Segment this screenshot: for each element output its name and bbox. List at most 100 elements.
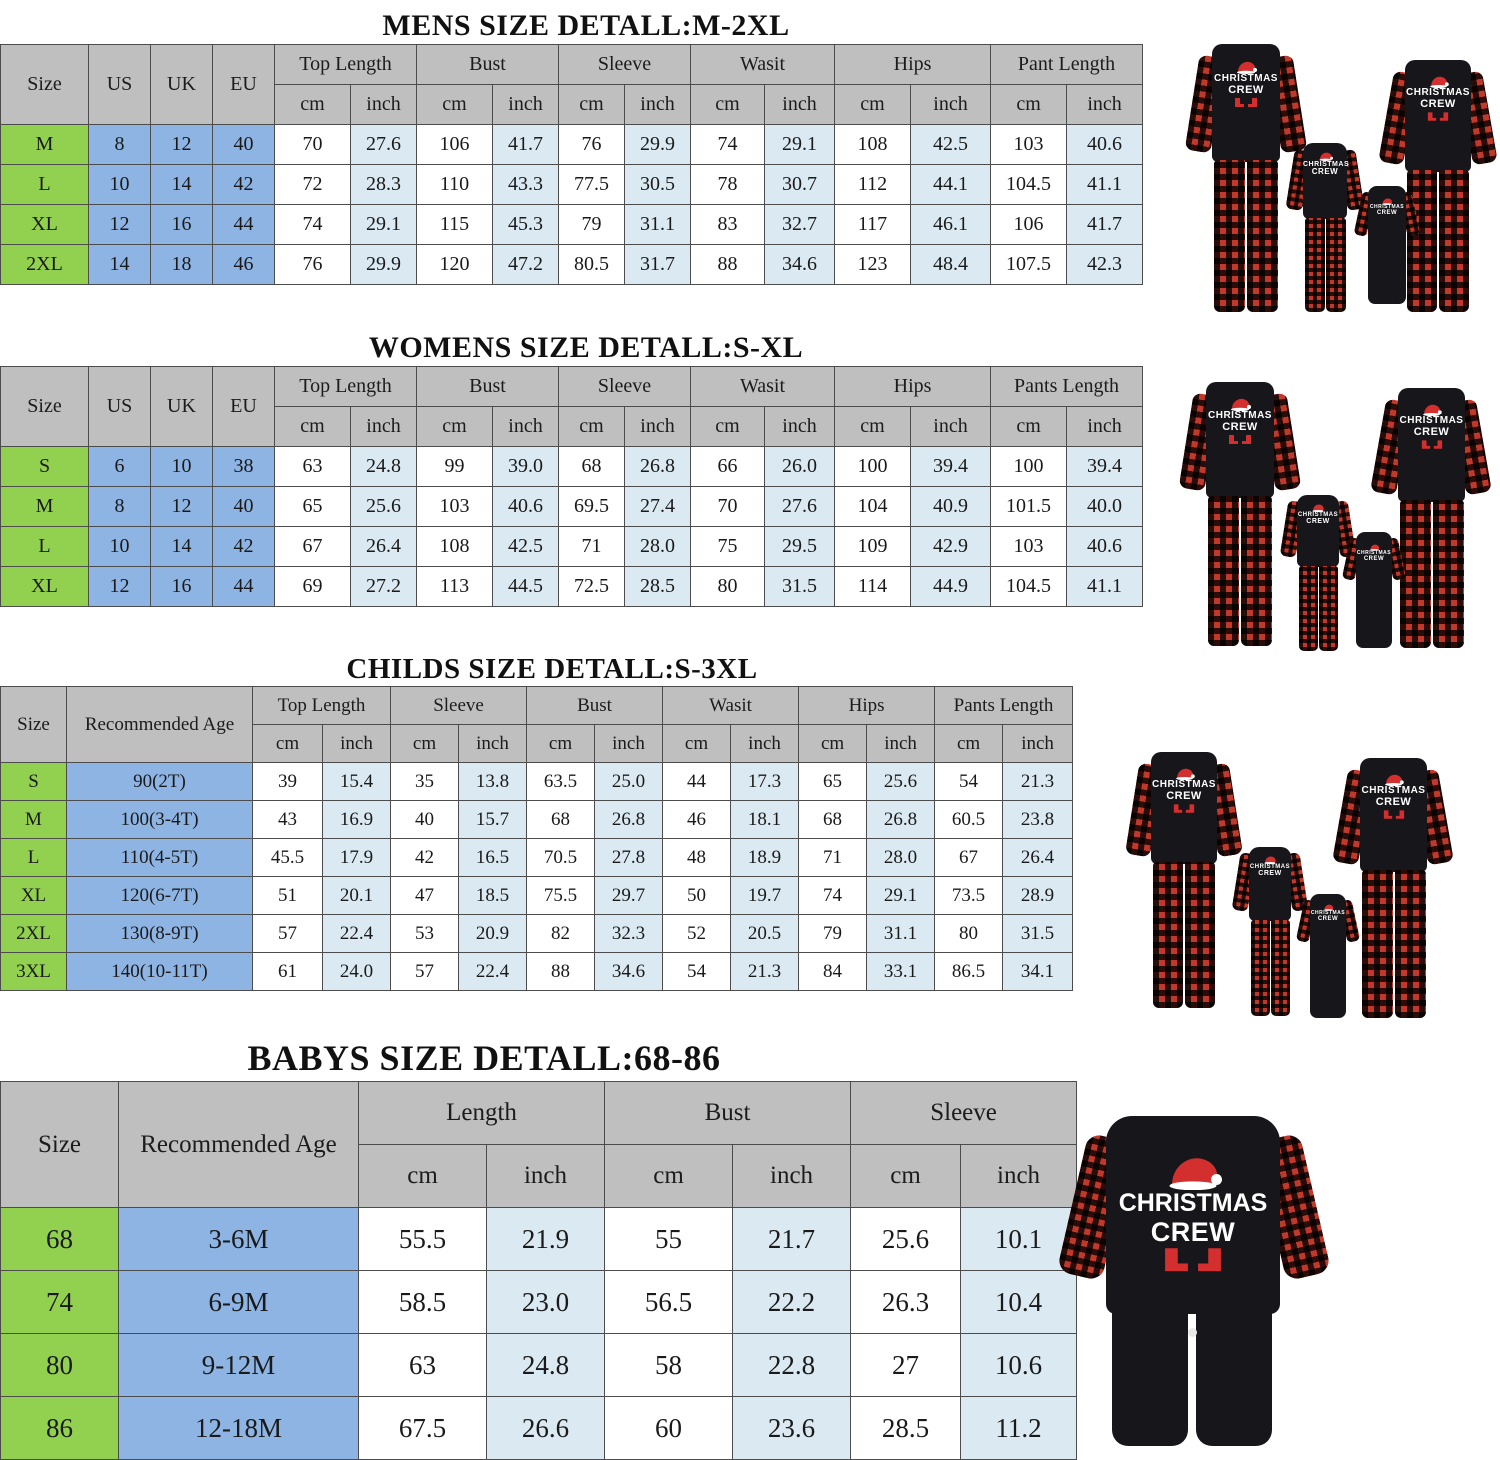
cell-top-length-inch: 24.0 [321,952,392,991]
cell-size: XL [0,876,67,915]
header-unit-inch: inch [492,406,560,447]
cell-recommended-age: 12-18M [118,1396,359,1460]
cell-bust-inch: 43.3 [492,164,560,205]
childs-size-section: CHILDS SIZE DETALL:S-3XL Size Recommended… [0,652,1104,991]
header-size: Size [0,686,67,763]
cell-wasit-inch: 27.6 [764,486,836,527]
cell-eu: 44 [212,204,275,245]
pants-right-leg [1395,870,1426,1018]
table-row: XL 12 16 44 74 29.1 115 45.3 79 31.1 83 32.7 117 46.1… [0,204,1144,245]
cell-hips-cm: 114 [834,566,912,607]
product-photo-mens-family: CHRISTMAS CREW CHRISTMAS CREW [1184,34,1498,324]
header-measure-pants-length: Pants Length [934,686,1074,725]
cell-top-length-cm: 72 [274,164,351,205]
graphic-line-2: CREW [1228,83,1264,96]
header-size: Size [0,1081,119,1208]
header-unit-cm: cm [990,406,1068,447]
cell-recommended-age: 3-6M [118,1207,359,1271]
graphic-line-1: CHRISTMAS [1118,1188,1268,1217]
header-unit-inch: inch [764,406,836,447]
cell-bust-inch: 26.8 [594,800,664,839]
cell-pants-length-cm: 54 [934,762,1004,801]
cell-uk: 16 [150,204,213,245]
santa-boots-icon [1421,440,1442,449]
cell-pants-length-inch: 39.4 [1066,446,1144,487]
header-measure-top-length: Top Length [273,44,418,85]
cell-bust-inch: 32.3 [594,914,664,953]
graphic-line-1: CHRISTMAS [1399,414,1464,426]
cell-top-length-cm: 70 [274,124,351,165]
table-row: 3XL 140(10-11T) 61 24.0 57 22.4 88 34.6 54 21.3 84… [0,952,1074,991]
header-measure-bust: Bust [526,686,664,725]
garment-baby: CHRISTMAS CREW [1353,184,1421,309]
cell-us: 10 [88,164,151,205]
babys-size-table: Size Recommended Age Length Bust Sleeve cm inc… [0,1081,1078,1460]
cell-hips-inch: 39.4 [910,446,992,487]
cell-sleeve-inch: 27.4 [624,486,692,527]
santa-hat-icon [1323,904,1333,911]
cell-pant-length-inch: 41.1 [1066,164,1144,205]
top-body: CHRISTMAS CREW [1297,495,1339,567]
header-measure-hips: Hips [834,366,992,407]
cell-sleeve-cm: 28.5 [850,1396,962,1460]
cell-sleeve-inch: 18.5 [458,876,528,915]
cell-sleeve-cm: 77.5 [558,164,626,205]
cell-wasit-cm: 50 [662,876,732,915]
cell-length-cm: 67.5 [358,1396,487,1460]
cell-sleeve-cm: 27 [850,1333,962,1397]
header-unit-inch: inch [764,84,836,125]
graphic-line-1: CHRISTMAS [1152,778,1216,790]
cell-top-length-inch: 15.4 [321,762,392,801]
top-body: CHRISTMAS CREW [1303,143,1349,219]
cell-hips-inch: 31.1 [866,914,936,953]
cell-hips-cm: 74 [798,876,868,915]
cell-bust-cm: 75.5 [526,876,596,915]
cell-sleeve-cm: 26.3 [850,1270,962,1334]
header-unit-inch: inch [492,84,560,125]
cell-recommended-age: 140(10-11T) [66,952,253,991]
header-size: Size [0,44,89,125]
cell-bust-cm: 110 [416,164,494,205]
mens-size-table: Size US UK EU Top Length Bust Sleeve Wasit Hips P… [0,44,1144,285]
cell-pants-length-cm: 80 [934,914,1004,953]
pants-left-leg [1251,920,1270,1016]
christmas-crew-graphic: CHRISTMAS CREW [1356,544,1392,562]
header-unit-inch: inch [594,724,664,763]
cell-wasit-inch: 34.6 [764,244,836,285]
cell-pants-length-cm: 67 [934,838,1004,877]
header-measure-length: Length [357,1081,606,1145]
cell-sleeve-inch: 28.0 [624,526,692,567]
header-unit-cm: cm [274,406,351,447]
table-row: S 90(2T) 39 15.4 35 13.8 63.5 25.0 44 17.3 65 25.6 5… [0,762,1074,801]
cell-bust-cm: 55 [604,1207,734,1271]
cell-size: 2XL [0,914,67,953]
cell-hips-inch: 44.9 [910,566,992,607]
cell-us: 6 [88,446,151,487]
graphic-line-2: CREW [1258,869,1282,877]
christmas-crew-graphic: CHRISTMAS CREW [1398,404,1465,450]
cell-bust-cm: 108 [416,526,494,567]
table-row: L 10 14 42 72 28.3 110 43.3 77.5 30.5 78 30.7 112 44.… [0,164,1144,205]
childs-size-table: Size Recommended Age Top Length Sleeve Bust W… [0,686,1074,991]
cell-sleeve-cm: 72.5 [558,566,626,607]
cell-us: 14 [88,244,151,285]
header-measure-bust: Bust [604,1081,852,1145]
christmas-crew-graphic: CHRISTMAS CREW [1151,768,1217,814]
cell-size: M [0,124,89,165]
cell-us: 12 [88,566,151,607]
graphic-line-2: CREW [1222,421,1258,434]
cell-pants-length-inch: 21.3 [1002,762,1074,801]
cell-bust-inch: 34.6 [594,952,664,991]
cell-hips-cm: 109 [834,526,912,567]
cell-bust-cm: 103 [416,486,494,527]
christmas-crew-graphic: CHRISTMAS CREW [1303,152,1349,176]
cell-uk: 14 [150,526,213,567]
graphic-line-1: CHRISTMAS [1208,410,1272,422]
cell-pant-length-inch: 41.7 [1066,204,1144,245]
header-unit-inch: inch [321,724,392,763]
cell-pants-length-cm: 101.5 [990,486,1068,527]
cell-bust-inch: 21.7 [732,1207,852,1271]
cell-size: S [0,762,67,801]
cell-us: 8 [88,124,151,165]
cell-hips-inch: 42.9 [910,526,992,567]
